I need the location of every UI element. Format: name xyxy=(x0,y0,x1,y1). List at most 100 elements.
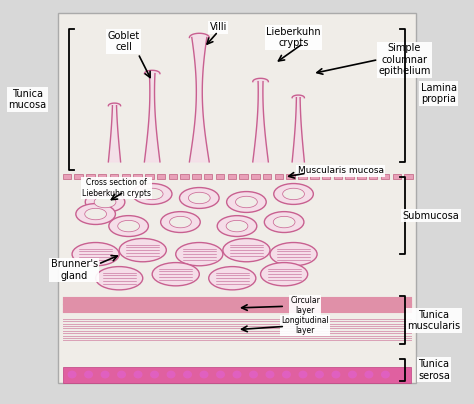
Bar xyxy=(286,174,295,179)
Bar xyxy=(86,174,95,179)
Text: Circular
layer: Circular layer xyxy=(291,296,320,315)
Bar xyxy=(228,174,236,179)
Circle shape xyxy=(349,371,356,378)
Bar xyxy=(369,174,377,179)
Ellipse shape xyxy=(170,216,191,228)
Text: Longitudinal
layer: Longitudinal layer xyxy=(282,316,329,335)
Ellipse shape xyxy=(217,216,257,236)
Bar xyxy=(121,174,130,179)
Ellipse shape xyxy=(118,220,139,232)
Ellipse shape xyxy=(180,187,219,208)
Ellipse shape xyxy=(96,267,143,290)
Circle shape xyxy=(266,371,274,378)
Text: Lieberkuhn
crypts: Lieberkuhn crypts xyxy=(266,27,321,48)
Bar xyxy=(63,174,71,179)
Text: Tunica
muscularis: Tunica muscularis xyxy=(408,309,461,331)
Bar xyxy=(381,174,389,179)
Bar xyxy=(275,174,283,179)
Bar xyxy=(310,174,319,179)
Bar xyxy=(63,366,411,383)
Circle shape xyxy=(85,371,92,378)
Text: Tunica
serosa: Tunica serosa xyxy=(418,359,450,381)
Ellipse shape xyxy=(176,242,223,266)
Bar xyxy=(181,174,189,179)
FancyBboxPatch shape xyxy=(58,13,416,383)
Circle shape xyxy=(365,371,373,378)
Bar xyxy=(74,174,83,179)
Text: Tunica
mucosa: Tunica mucosa xyxy=(8,89,46,110)
Text: Villi: Villi xyxy=(210,23,227,32)
Ellipse shape xyxy=(85,191,125,213)
Bar xyxy=(133,174,142,179)
Text: Submucosa: Submucosa xyxy=(403,210,459,221)
Circle shape xyxy=(217,371,224,378)
Circle shape xyxy=(332,371,340,378)
Ellipse shape xyxy=(132,183,172,204)
Ellipse shape xyxy=(72,242,119,266)
Circle shape xyxy=(167,371,175,378)
Circle shape xyxy=(283,371,290,378)
Circle shape xyxy=(101,371,109,378)
Ellipse shape xyxy=(261,263,308,286)
Bar xyxy=(322,174,330,179)
Ellipse shape xyxy=(109,216,148,236)
Bar xyxy=(157,174,165,179)
Bar xyxy=(357,174,365,179)
Ellipse shape xyxy=(189,192,210,204)
Text: Cross section of
Lieberkuhn crypts: Cross section of Lieberkuhn crypts xyxy=(82,178,151,198)
Bar xyxy=(145,174,154,179)
Polygon shape xyxy=(190,33,209,162)
Text: Goblet
cell: Goblet cell xyxy=(108,31,140,52)
Ellipse shape xyxy=(161,212,200,232)
Ellipse shape xyxy=(223,238,270,262)
Bar xyxy=(169,174,177,179)
Ellipse shape xyxy=(85,208,107,220)
Polygon shape xyxy=(145,70,160,162)
Ellipse shape xyxy=(264,212,304,232)
Circle shape xyxy=(151,371,158,378)
Ellipse shape xyxy=(152,263,199,286)
Ellipse shape xyxy=(270,242,317,266)
Bar xyxy=(98,174,107,179)
Bar xyxy=(404,174,413,179)
Ellipse shape xyxy=(227,191,266,213)
Bar xyxy=(192,174,201,179)
Circle shape xyxy=(68,371,76,378)
Circle shape xyxy=(382,371,389,378)
Circle shape xyxy=(134,371,142,378)
Ellipse shape xyxy=(236,196,257,208)
Bar xyxy=(346,174,354,179)
Ellipse shape xyxy=(119,238,166,262)
Text: Muscularis mucosa: Muscularis mucosa xyxy=(298,166,383,175)
Ellipse shape xyxy=(273,216,295,228)
Bar xyxy=(110,174,118,179)
Ellipse shape xyxy=(94,196,116,208)
Circle shape xyxy=(233,371,241,378)
Bar xyxy=(298,174,307,179)
Circle shape xyxy=(316,371,323,378)
Ellipse shape xyxy=(209,267,256,290)
Ellipse shape xyxy=(226,220,248,232)
Bar xyxy=(263,174,272,179)
Circle shape xyxy=(118,371,125,378)
Bar xyxy=(239,174,248,179)
Text: Simple
columnar
epithelium: Simple columnar epithelium xyxy=(378,43,430,76)
Circle shape xyxy=(184,371,191,378)
Bar xyxy=(204,174,212,179)
Ellipse shape xyxy=(274,183,313,204)
Bar xyxy=(251,174,260,179)
Text: Brunner's
gland: Brunner's gland xyxy=(51,259,98,281)
Ellipse shape xyxy=(283,188,304,200)
Circle shape xyxy=(250,371,257,378)
Ellipse shape xyxy=(76,204,116,225)
Circle shape xyxy=(299,371,307,378)
Bar xyxy=(392,174,401,179)
Text: Lamina
propria: Lamina propria xyxy=(421,83,456,105)
Bar xyxy=(334,174,342,179)
Polygon shape xyxy=(253,78,268,162)
Bar xyxy=(216,174,224,179)
Ellipse shape xyxy=(141,188,163,200)
Polygon shape xyxy=(292,95,304,162)
Polygon shape xyxy=(109,103,120,162)
Circle shape xyxy=(200,371,208,378)
